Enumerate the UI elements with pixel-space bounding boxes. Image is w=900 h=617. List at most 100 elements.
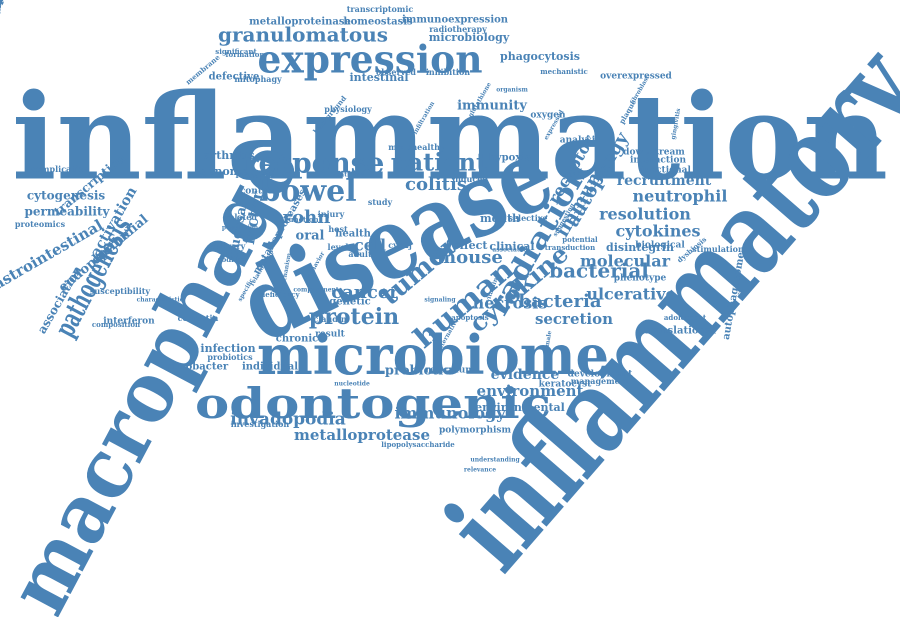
cloud-word-polymorphism: polymorphism bbox=[439, 426, 512, 436]
cloud-word-deficiency: deficiency bbox=[260, 290, 300, 299]
cloud-word-metalloprotease: metalloprotease bbox=[294, 426, 430, 444]
cloud-word-interaction: interaction bbox=[630, 156, 686, 166]
cloud-word-oral: oral bbox=[296, 229, 325, 244]
cloud-word-metalloproteinase: metalloproteinase bbox=[249, 17, 351, 28]
cloud-word-characteristic: characteristic bbox=[137, 297, 184, 304]
cloud-word-pathway: pathway bbox=[336, 172, 364, 179]
cloud-word-expression: expression bbox=[258, 37, 483, 82]
cloud-word-significant: significant bbox=[215, 47, 257, 56]
cloud-word-transduction: transduction bbox=[545, 243, 595, 252]
cloud-word-chronic: chronic bbox=[276, 334, 318, 345]
cloud-word-cyp2j: cyp2j bbox=[388, 240, 412, 250]
cloud-word-potential: potential bbox=[562, 235, 598, 244]
cloud-word-inhibition: inhibition bbox=[426, 67, 470, 77]
cloud-word-clinical: clinical bbox=[489, 240, 534, 253]
cloud-word-composition: composition bbox=[92, 320, 140, 329]
cloud-word-interferon: interferon bbox=[103, 317, 155, 327]
cloud-word-downstream: downstream bbox=[623, 148, 685, 158]
cloud-word-effect: effect bbox=[453, 239, 489, 252]
cloud-word-organism: organism bbox=[496, 87, 528, 94]
cloud-word-response: response bbox=[244, 147, 385, 180]
cloud-word-inflammation: inflammation bbox=[12, 68, 888, 207]
cloud-word-susceptibility: susceptibility bbox=[90, 286, 151, 296]
cloud-word-mechanistic: mechanistic bbox=[540, 67, 588, 76]
cloud-word-understanding: understanding bbox=[470, 457, 520, 464]
cloud-word-neutrophil: neutrophil bbox=[633, 187, 728, 206]
cloud-word-arthritis: arthritis bbox=[203, 149, 254, 162]
cloud-word-invadopodia: invadopodia bbox=[230, 410, 346, 430]
cloud-word-female: female bbox=[543, 330, 554, 354]
cloud-word-colitis: colitis bbox=[405, 174, 467, 195]
cloud-word-mouse: mouse bbox=[437, 247, 503, 268]
cloud-word-investigation: investigation bbox=[231, 419, 290, 429]
cloud-word-relevance: relevance bbox=[464, 467, 496, 474]
cloud-word-stimulation: stimulation bbox=[692, 244, 744, 254]
cloud-word-crohn: crohn bbox=[272, 207, 331, 228]
cloud-word-evidence: evidence bbox=[491, 367, 560, 383]
cloud-word-cytokines: cytokines bbox=[615, 222, 700, 241]
cloud-word-molecular: molecular bbox=[580, 252, 671, 271]
cloud-word-analysis: analysis bbox=[560, 136, 600, 146]
cloud-word-observed: observed bbox=[376, 67, 416, 77]
cloud-word-protein: protein bbox=[309, 304, 399, 330]
cloud-word-research: research bbox=[236, 170, 275, 180]
cloud-word-functional: functional bbox=[639, 166, 691, 176]
cloud-word-genome: genome bbox=[200, 165, 249, 178]
cloud-word-defective: defective bbox=[209, 72, 260, 83]
cloud-word-lipopolysaccharide: lipopolysaccharide bbox=[381, 440, 455, 449]
cloud-word-selective: selective bbox=[508, 213, 547, 223]
cloud-word-bacterial: bacterial bbox=[549, 259, 649, 283]
cloud-word-signaling: signaling bbox=[424, 297, 456, 304]
cloud-word-phenotype: phenotype bbox=[614, 274, 667, 284]
cloud-word-proteomics: proteomics bbox=[15, 219, 66, 229]
cloud-word-cytogenesis: cytogenesis bbox=[27, 189, 106, 203]
cloud-word-translational: translational bbox=[644, 326, 716, 337]
cloud-word-cell: cell bbox=[354, 236, 386, 255]
cloud-word-environment: environment bbox=[477, 382, 584, 400]
cloud-word-bacteria: bacteria bbox=[519, 291, 602, 312]
cloud-word-intestinal: intestinal bbox=[349, 71, 408, 84]
cloud-word-necrosis: necrosis bbox=[473, 294, 548, 313]
cloud-word-control: control bbox=[240, 187, 277, 197]
cloud-word-compartment: compartment bbox=[293, 287, 339, 294]
cloud-word-environmental: environmental bbox=[475, 401, 565, 414]
cloud-word-individual: individual bbox=[242, 362, 298, 373]
cloud-word-resolution: resolution bbox=[599, 205, 691, 224]
cloud-word-microbiology: microbiology bbox=[429, 31, 510, 44]
cloud-word-infection: infection bbox=[200, 342, 255, 355]
cloud-word-associated: associated bbox=[492, 247, 528, 254]
cloud-word-cancer: cancer bbox=[331, 282, 399, 303]
cloud-word-claudin: claudin bbox=[313, 314, 347, 324]
cloud-word-immunodeficiency: immunodeficiency bbox=[0, 0, 44, 37]
cloud-word-patient: patient bbox=[391, 148, 487, 177]
cloud-word-immunoexpression: immunoexpression bbox=[402, 15, 509, 26]
cloud-word-adolescent: adolescent bbox=[664, 313, 707, 322]
cloud-word-health: health bbox=[335, 229, 372, 240]
cloud-word-injury: injury bbox=[318, 209, 345, 219]
cloud-word-homeostasis: homeostasis bbox=[343, 17, 413, 28]
cloud-word-development: development bbox=[568, 370, 633, 380]
cloud-word-secretion: secretion bbox=[535, 310, 613, 328]
cloud-word-induced: induced bbox=[452, 174, 488, 184]
cloud-word-hypoxia: hypoxia bbox=[489, 153, 533, 164]
cloud-word-apoptosis: apoptosis bbox=[451, 313, 488, 322]
cloud-word-radiotherapy: radiotherapy bbox=[429, 24, 487, 34]
cloud-word-immunity: immunity bbox=[457, 99, 527, 114]
cloud-word-keratocyst: keratocyst bbox=[539, 380, 592, 390]
cloud-word-sodium: sodium bbox=[218, 255, 247, 264]
cloud-word-mouth: mouth bbox=[480, 212, 520, 225]
cloud-word-reticulum: reticulum bbox=[425, 366, 475, 376]
cloud-word-formation: formation bbox=[226, 50, 265, 59]
cloud-word-model: model bbox=[388, 142, 416, 152]
cloud-word-salivary: salivary bbox=[211, 241, 246, 251]
cloud-word-related: related bbox=[225, 212, 257, 222]
cloud-word-adult: adult bbox=[348, 249, 372, 259]
cloud-word-host: host bbox=[328, 224, 348, 234]
cloud-word-transcriptomic: transcriptomic bbox=[347, 4, 414, 14]
cloud-word-physiology: physiology bbox=[324, 104, 372, 114]
cloud-word-genetic: genetic bbox=[329, 297, 371, 308]
cloud-word-population: population bbox=[222, 225, 259, 232]
cloud-word-healthy: healthy bbox=[411, 142, 445, 152]
cloud-word-bowel: bowel bbox=[259, 174, 356, 209]
